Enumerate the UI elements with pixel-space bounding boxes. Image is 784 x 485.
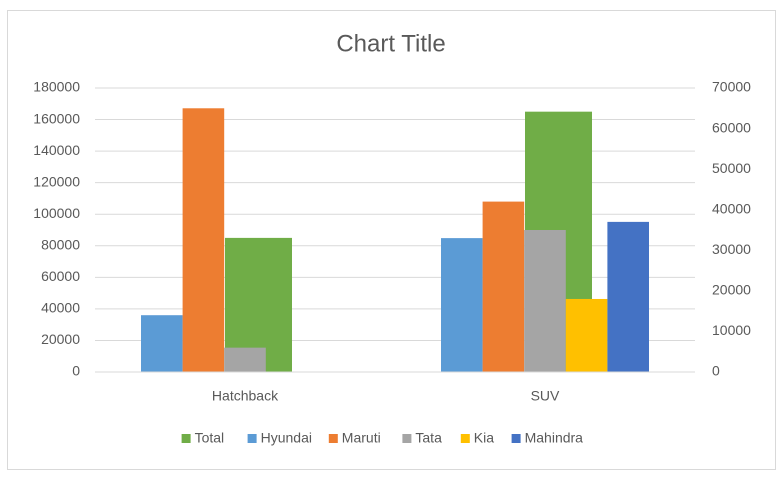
y2-tick-label: 0 (712, 363, 720, 379)
y-tick-label: 20000 (41, 331, 80, 347)
legend-swatch (511, 434, 521, 443)
y2-tick-label: 30000 (712, 241, 751, 257)
y-tick-label: 60000 (41, 268, 80, 284)
legend-label: Total (195, 430, 225, 446)
legend-label: Maruti (342, 430, 381, 446)
x-tick-label: Hatchback (212, 388, 279, 404)
chart-border (7, 10, 776, 470)
bar (482, 201, 525, 372)
legend-swatch (402, 434, 412, 443)
legend-label: Tata (415, 430, 442, 446)
legend-swatch (328, 434, 338, 443)
legend-label: Kia (474, 430, 494, 446)
y2-tick-label: 60000 (712, 119, 751, 135)
bar (182, 108, 225, 373)
y-tick-label: 120000 (33, 173, 80, 189)
y2-tick-label: 40000 (712, 200, 751, 216)
legend-swatch (181, 434, 191, 443)
chart-title: Chart Title (336, 30, 445, 57)
x-tick-label: SUV (531, 388, 560, 404)
y2-tick-label: 50000 (712, 160, 751, 176)
bar (565, 298, 608, 372)
bar (441, 238, 483, 372)
bar (524, 230, 566, 372)
legend-swatch (247, 434, 257, 443)
y-tick-label: 160000 (33, 110, 80, 126)
bar (607, 221, 649, 372)
y2-tick-label: 20000 (712, 282, 751, 298)
y-tick-label: 0 (72, 363, 80, 379)
legend-swatch (460, 434, 470, 443)
y-tick-label: 180000 (33, 79, 80, 95)
y2-tick-label: 10000 (712, 322, 751, 338)
y-tick-label: 40000 (41, 300, 80, 316)
bar (224, 347, 266, 372)
y2-tick-label: 70000 (712, 79, 751, 95)
legend-label: Mahindra (525, 430, 584, 446)
legend-label: Hyundai (261, 430, 312, 446)
y-tick-label: 80000 (41, 236, 80, 252)
y-tick-label: 100000 (33, 205, 80, 221)
bar (141, 315, 183, 372)
y-tick-label: 140000 (33, 142, 80, 158)
